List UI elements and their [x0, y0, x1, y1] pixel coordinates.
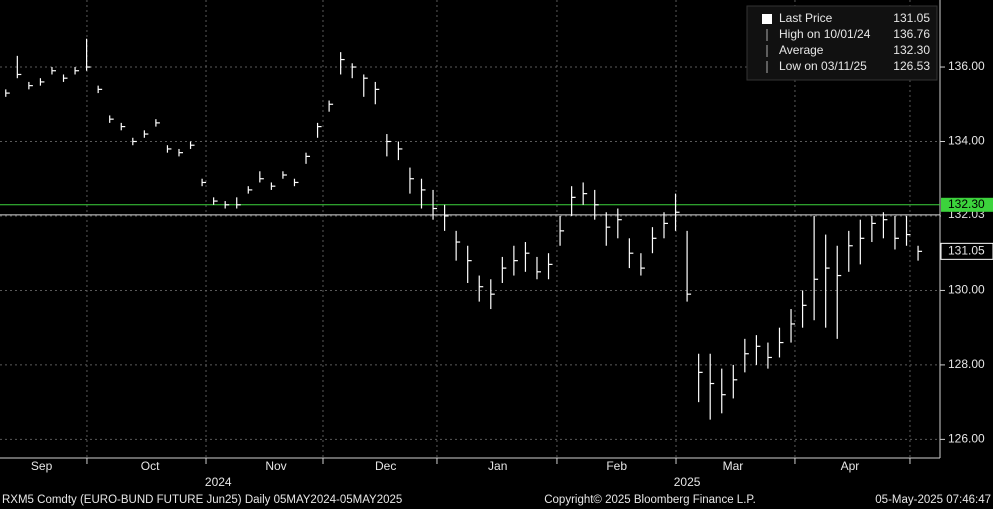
legend-label: Last Price — [779, 11, 833, 25]
x-tick-label: Mar — [723, 459, 744, 473]
legend-label: Average — [779, 43, 824, 57]
reference-label: 132.30 — [948, 197, 985, 211]
y-tick-label: 128.00 — [948, 357, 985, 371]
legend-value: 136.76 — [893, 27, 930, 41]
x-tick-label: Dec — [375, 459, 396, 473]
legend: Last Price 131.05 High on 10/01/24 136.76 Av… — [746, 5, 938, 81]
legend-label: High on 10/01/24 — [779, 27, 871, 41]
year-label: 2024 — [205, 475, 232, 489]
last-price-label: 131.05 — [948, 244, 985, 258]
x-tick-label: Oct — [141, 459, 160, 473]
legend-value: 132.30 — [893, 43, 930, 57]
last-price-box — [940, 242, 993, 260]
x-tick-label: Feb — [606, 459, 627, 473]
legend-label: Low on 03/11/25 — [779, 59, 867, 73]
y-tick-label: 126.00 — [948, 432, 985, 446]
year-label: 2025 — [674, 475, 701, 489]
footer-security: RXM5 Comdty (EURO-BUND FUTURE Jun25) Dai… — [2, 494, 402, 506]
reference-label-box — [941, 197, 993, 212]
x-tick-label: Jan — [488, 459, 507, 473]
x-tick-label: Sep — [31, 459, 53, 473]
legend-value: 131.05 — [893, 11, 930, 25]
footer-copyright: Copyright© 2025 Bloomberg Finance L.P. — [544, 494, 756, 506]
footer-timestamp: 05-May-2025 07:46:47 — [875, 494, 991, 506]
legend-swatch — [762, 14, 772, 24]
x-tick-label: Apr — [841, 459, 860, 473]
y-tick-label: 136.00 — [948, 59, 985, 73]
y-tick-label: 130.00 — [948, 283, 985, 297]
y-tick-label: 134.00 — [948, 134, 985, 148]
legend-box — [746, 5, 938, 81]
x-tick-label: Nov — [265, 459, 286, 473]
legend-value: 126.53 — [893, 59, 930, 73]
